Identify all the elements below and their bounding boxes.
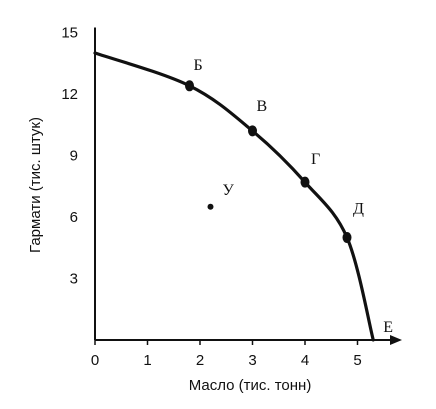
axes [94, 27, 402, 345]
point-label: В [257, 98, 268, 115]
point-marker [185, 80, 194, 92]
y-tick-label: 3 [70, 271, 78, 288]
point-marker [300, 176, 310, 188]
x-tick-label: 5 [353, 352, 361, 369]
y-tick-label: 6 [70, 209, 78, 226]
point-marker [342, 232, 352, 243]
x-tick-label: 3 [248, 352, 256, 369]
ppf-curve [93, 51, 375, 342]
curve-layer [93, 51, 375, 342]
x-axis-arrow [390, 335, 402, 345]
point-marker [207, 203, 214, 210]
x-tick-label: 0 [91, 352, 99, 369]
x-axis-title: Масло (тис. тонн) [189, 377, 312, 394]
point-label: Д [353, 201, 364, 218]
points-layer: Б В Г Д Е У [185, 57, 393, 336]
point-label: У [223, 182, 235, 199]
point-label: Г [311, 151, 320, 168]
x-tick-label: 2 [196, 352, 204, 369]
y-tick-label: 12 [61, 86, 78, 103]
point-label: Е [383, 319, 393, 336]
y-tick-label: 9 [70, 148, 78, 165]
x-tick-label: 1 [143, 352, 151, 369]
point-label: Б [194, 57, 203, 74]
y-axis-title: Гармати (тис. штук) [27, 117, 44, 253]
y-tick-label: 15 [61, 25, 78, 42]
point-marker [248, 125, 257, 137]
x-tick-label: 4 [301, 352, 309, 369]
